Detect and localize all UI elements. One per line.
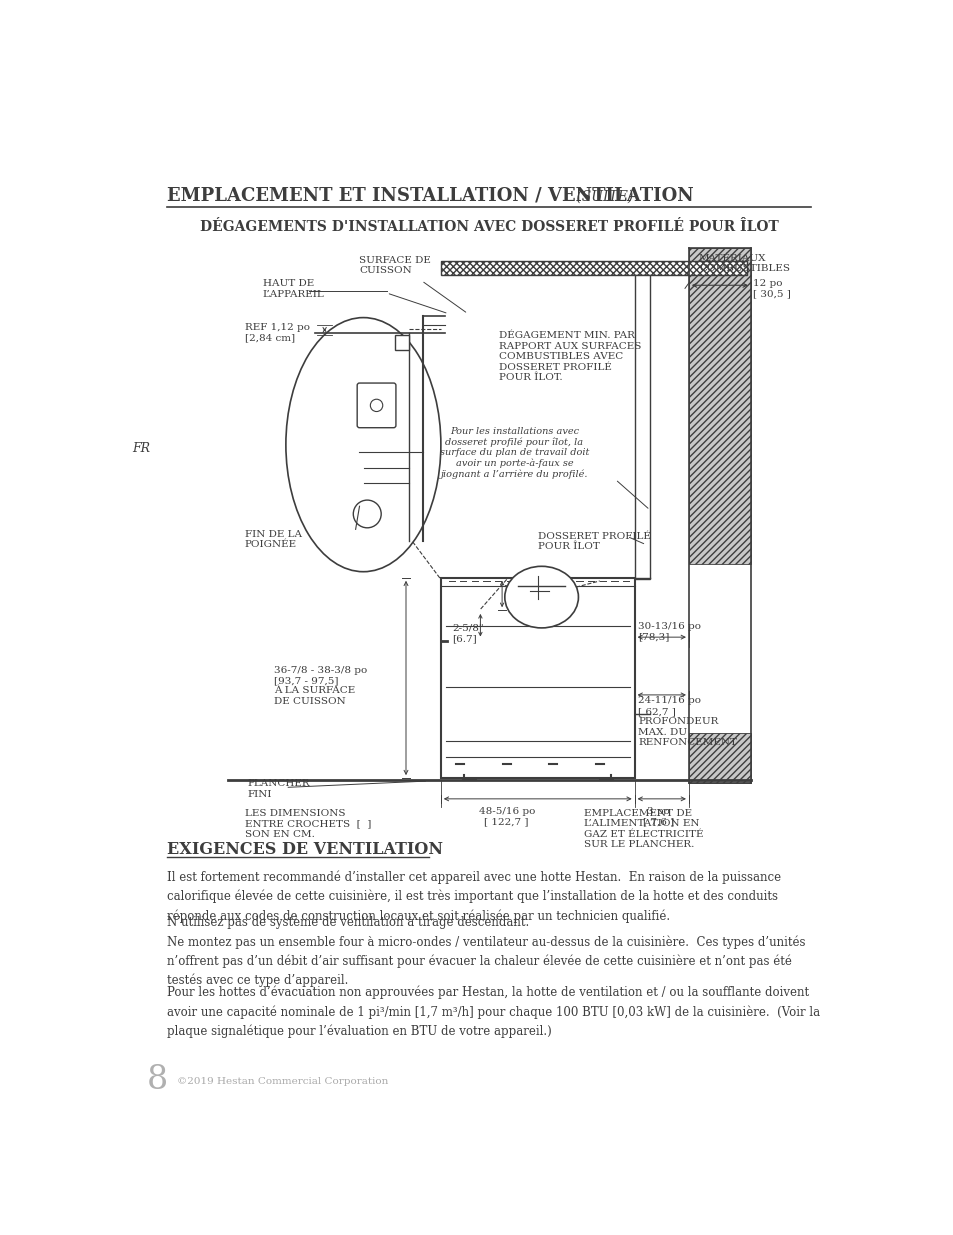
Text: HAUT DE
L’APPAREIL: HAUT DE L’APPAREIL — [262, 279, 324, 299]
Text: FR: FR — [132, 442, 150, 454]
Text: 12 po
[ 30,5 ]: 12 po [ 30,5 ] — [753, 279, 790, 298]
Text: 36-7/8 - 38-3/8 po
[93,7 - 97,5]
À LA SURFACE
DE CUISSON: 36-7/8 - 38-3/8 po [93,7 - 97,5] À LA SU… — [274, 666, 367, 705]
Text: 24-11/16 po
[ 62,7 ]
PROFONDEUR
MAX. DU
RENFONCEMENT: 24-11/16 po [ 62,7 ] PROFONDEUR MAX. DU … — [638, 697, 737, 747]
Bar — [395, 335, 409, 350]
Bar — [688, 734, 750, 783]
Bar — [688, 734, 750, 783]
Text: Il est fortement recommandé d’installer cet appareil avec une hotte Hestan.  En : Il est fortement recommandé d’installer … — [167, 871, 781, 923]
Ellipse shape — [286, 317, 440, 572]
Text: SURFACE DE
CUISSON: SURFACE DE CUISSON — [359, 256, 431, 275]
Bar — [440, 578, 634, 778]
Bar — [688, 248, 750, 564]
Text: 2-5/8"
[6.7]: 2-5/8" [6.7] — [452, 624, 483, 643]
Text: EMPLACEMENT DE
L’ALIMENTATION EN
GAZ ET ÉLECTRICITÉ
SUR LE PLANCHER.: EMPLACEMENT DE L’ALIMENTATION EN GAZ ET … — [583, 809, 703, 848]
Text: ©2019 Hestan Commercial Corporation: ©2019 Hestan Commercial Corporation — [177, 1077, 388, 1086]
Circle shape — [353, 500, 381, 527]
Text: 7" [17.7]: 7" [17.7] — [503, 584, 549, 593]
Text: EMPLACEMENT ET INSTALLATION / VENTILATION: EMPLACEMENT ET INSTALLATION / VENTILATIO… — [167, 186, 694, 205]
Text: Pour les hottes d’évacuation non approuvées par Hestan, la hotte de ventilation : Pour les hottes d’évacuation non approuv… — [167, 986, 820, 1037]
Bar — [440, 262, 746, 275]
Text: DÉGAGEMENTS D'INSTALLATION AVEC DOSSERET PROFILÉ POUR ÎLOT: DÉGAGEMENTS D'INSTALLATION AVEC DOSSERET… — [199, 220, 778, 235]
Text: MATÉRIAUX
COMBUSTIBLES: MATÉRIAUX COMBUSTIBLES — [699, 253, 789, 273]
Circle shape — [370, 399, 382, 411]
FancyBboxPatch shape — [356, 383, 395, 427]
Text: 8: 8 — [147, 1063, 169, 1095]
Text: PLANCHER
FINI: PLANCHER FINI — [247, 779, 310, 799]
Text: N’utilisez pas de système de ventilation à tirage descendant.: N’utilisez pas de système de ventilation… — [167, 915, 529, 929]
Text: FIN DE LA
POIGNÉE: FIN DE LA POIGNÉE — [245, 530, 301, 550]
Text: DÉGAGEMENT MIN. PAR
RAPPORT AUX SURFACES
COMBUSTIBLES AVEC
DOSSERET PROFILÉ
POUR: DÉGAGEMENT MIN. PAR RAPPORT AUX SURFACES… — [498, 331, 640, 382]
Text: 30-13/16 po
[78,3]: 30-13/16 po [78,3] — [638, 622, 700, 641]
Bar — [634, 275, 649, 579]
Text: EXIGENCES DE VENTILATION: EXIGENCES DE VENTILATION — [167, 841, 443, 857]
Text: LES DIMENSIONS
ENTRE CROCHETS  [  ]
SON EN CM.: LES DIMENSIONS ENTRE CROCHETS [ ] SON EN… — [245, 809, 371, 839]
Text: 48-5/16 po
[ 122,7 ]: 48-5/16 po [ 122,7 ] — [478, 806, 535, 826]
Text: REF 1,12 po
[2,84 cm]: REF 1,12 po [2,84 cm] — [245, 324, 310, 342]
Text: Pour les installations avec
dosseret profilé pour îlot, la
surface du plan de tr: Pour les installations avec dosseret pro… — [439, 427, 589, 479]
Text: DOSSERET PROFILÉ
POUR ÎLOT: DOSSERET PROFILÉ POUR ÎLOT — [537, 531, 650, 551]
Text: Ne montez pas un ensemble four à micro-ondes / ventilateur au-dessus de la cuisi: Ne montez pas un ensemble four à micro-o… — [167, 935, 805, 987]
Ellipse shape — [504, 567, 578, 627]
Bar — [688, 248, 750, 564]
Text: 3 po
[ 7,6 ]: 3 po [ 7,6 ] — [642, 806, 674, 826]
Bar — [440, 262, 746, 275]
Text: (SUITE): (SUITE) — [571, 189, 633, 204]
